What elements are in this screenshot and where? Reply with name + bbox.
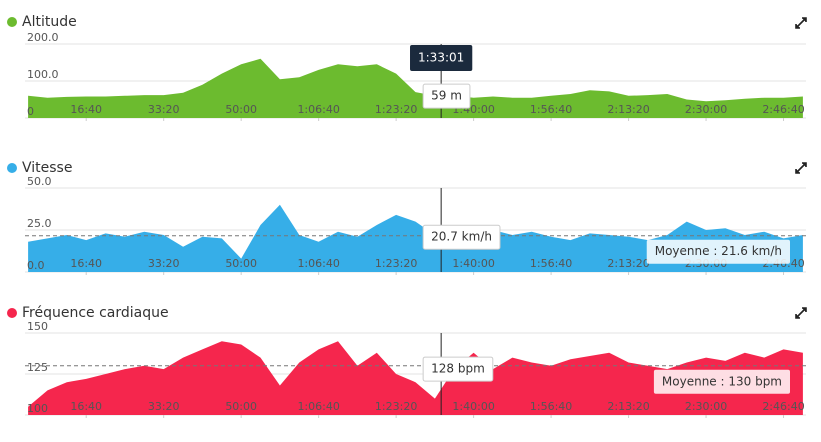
- chart-title: Fréquence cardiaque: [22, 305, 169, 321]
- x-tick-label: 50:00: [225, 257, 257, 270]
- x-tick-label: 1:40:00: [452, 257, 494, 270]
- x-tick-label: 1:06:40: [297, 103, 339, 116]
- x-tick-label: 33:20: [148, 257, 180, 270]
- tooltip-box: [422, 83, 471, 109]
- x-tick-label: 1:56:40: [530, 257, 572, 270]
- expand-icon[interactable]: [795, 17, 807, 29]
- x-tick-label: 2:13:20: [607, 400, 649, 413]
- area: [28, 341, 803, 415]
- x-tick-label: 2:13:20: [607, 103, 649, 116]
- x-tick-label: 2:46:40: [762, 400, 804, 413]
- y-tick-label: 200.0: [27, 31, 59, 44]
- x-tick-label: 1:23:20: [375, 257, 417, 270]
- x-tick-label: 1:56:40: [530, 103, 572, 116]
- x-tick-label: 1:06:40: [297, 400, 339, 413]
- tooltip-text: Moyenne : 21.6 km/h: [655, 244, 782, 258]
- y-tick-label: 125: [27, 361, 48, 374]
- tooltip-text: Moyenne : 130 bpm: [662, 374, 782, 388]
- x-tick-label: 2:46:40: [762, 103, 804, 116]
- tooltip-box: [653, 369, 790, 394]
- chart-title: Altitude: [22, 14, 77, 30]
- legend-dot: [7, 308, 17, 318]
- y-tick-label: 0: [27, 105, 34, 118]
- cursor-header-text: 1:33:01: [418, 51, 464, 65]
- expand-icon[interactable]: [795, 307, 807, 319]
- y-tick-label: 50.0: [27, 175, 52, 188]
- expand-icon[interactable]: [795, 162, 807, 174]
- x-tick-label: 2:30:00: [685, 103, 727, 116]
- y-tick-label: 25.0: [27, 217, 52, 230]
- x-tick-label: 16:40: [70, 400, 102, 413]
- x-tick-label: 1:23:20: [375, 400, 417, 413]
- area: [28, 204, 803, 272]
- x-tick-label: 1:56:40: [530, 400, 572, 413]
- tooltip: 20.7 km/h: [422, 224, 501, 250]
- tooltip: 59 m: [422, 83, 471, 109]
- x-tick-label: 2:30:00: [685, 400, 727, 413]
- tooltip: Moyenne : 130 bpm: [653, 369, 790, 394]
- x-tick-label: 2:13:20: [607, 257, 649, 270]
- y-tick-label: 100: [27, 402, 48, 415]
- x-tick-label: 16:40: [70, 257, 102, 270]
- x-tick-label: 1:23:20: [375, 103, 417, 116]
- tooltip-text: 128 bpm: [431, 362, 485, 376]
- tooltip: 128 bpm: [422, 356, 494, 382]
- chart-title: Vitesse: [22, 160, 72, 176]
- legend-dot: [7, 163, 17, 173]
- x-tick-label: 33:20: [148, 103, 180, 116]
- x-tick-label: 50:00: [225, 103, 257, 116]
- legend-dot: [7, 17, 17, 27]
- x-tick-label: 1:40:00: [452, 400, 494, 413]
- cursor-header-box: [410, 45, 473, 71]
- tooltip-text: 20.7 km/h: [431, 230, 492, 244]
- x-tick-label: 16:40: [70, 103, 102, 116]
- y-tick-label: 150: [27, 320, 48, 333]
- cursor-header: 1:33:01: [410, 45, 473, 71]
- tooltip-box: [422, 356, 494, 382]
- area: [28, 58, 803, 118]
- tooltip-box: [646, 239, 790, 264]
- tooltip: Moyenne : 21.6 km/h: [646, 239, 790, 264]
- y-tick-label: 0.0: [27, 259, 45, 272]
- tooltip-box: [422, 224, 501, 250]
- expand-icons: [795, 17, 807, 319]
- x-tick-label: 50:00: [225, 400, 257, 413]
- y-tick-label: 100.0: [27, 68, 59, 81]
- tooltip-text: 59 m: [431, 89, 462, 103]
- x-tick-label: 1:06:40: [297, 257, 339, 270]
- x-tick-label: 33:20: [148, 400, 180, 413]
